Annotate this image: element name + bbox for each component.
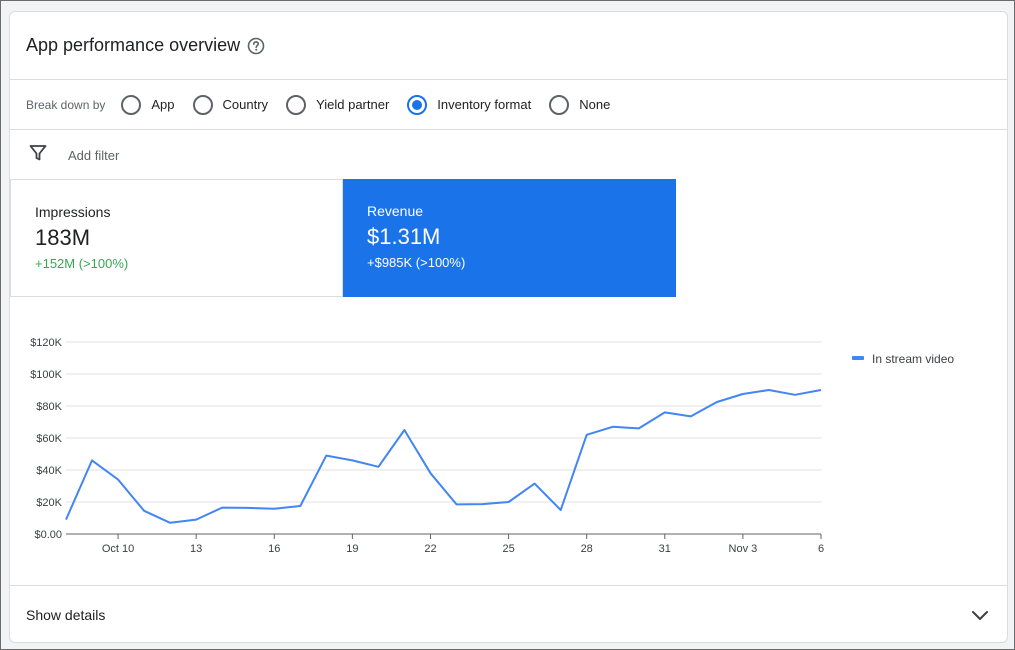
radio-label: App	[151, 97, 175, 112]
radio-country[interactable]: Country	[192, 94, 269, 115]
metric-card-impressions[interactable]: Impressions 183M +152M (>100%)	[10, 179, 343, 297]
radio-none[interactable]: None	[549, 94, 611, 115]
card-header: App performance overview	[10, 12, 1007, 80]
radio-label: Inventory format	[437, 97, 532, 112]
radio-button[interactable]	[121, 94, 142, 115]
revenue-chart: $0.00 $20K $40K $60K $80K $100K $120K Oct 10 13 1…	[10, 322, 1007, 572]
series-line-in-stream-video	[65, 389, 822, 524]
radio-label: None	[579, 97, 611, 112]
chart-svg: $0.00 $20K $40K $60K $80K $100K $120K Oct 10 13 1…	[30, 337, 954, 555]
y-tick-label: $120K	[30, 337, 62, 349]
y-tick-label: $40K	[36, 465, 62, 477]
chevron-down-icon[interactable]	[969, 604, 991, 626]
y-tick-label: $60K	[36, 433, 62, 445]
metric-card-revenue[interactable]: Revenue $1.31M +$985K (>100%)	[343, 179, 676, 297]
help-circle-icon[interactable]	[247, 37, 265, 55]
legend-label: In stream video	[872, 352, 954, 366]
radio-app[interactable]: App	[121, 94, 175, 115]
x-tick-label: 16	[268, 543, 280, 555]
metric-change: +$985K (>100%)	[367, 255, 466, 270]
x-tick-label: 31	[659, 543, 671, 555]
page-title: App performance overview	[26, 35, 241, 55]
radio-label: Country	[222, 97, 269, 112]
radio-button[interactable]	[192, 94, 213, 115]
filter-bar[interactable]: Add filter	[10, 130, 1007, 180]
radio-label: Yield partner	[316, 97, 390, 112]
metric-label: Impressions	[35, 204, 111, 220]
x-tick-label: 6	[818, 543, 824, 555]
x-tick-label: 19	[346, 543, 358, 555]
breakdown-bar: Break down by App Country Yield partner …	[10, 80, 1007, 130]
radio-inventory-format[interactable]: Inventory format	[407, 94, 532, 115]
x-tick-label: 28	[581, 543, 593, 555]
y-tick-label: $80K	[36, 401, 62, 413]
x-tick-label: 22	[424, 543, 436, 555]
x-tick-label: 25	[502, 543, 514, 555]
radio-button[interactable]	[549, 94, 570, 115]
x-tick-label: Oct 10	[102, 543, 134, 555]
metric-value: 183M	[35, 225, 91, 250]
radio-button-checked[interactable]	[407, 94, 428, 115]
filter-icon[interactable]	[28, 143, 48, 168]
metric-value: $1.31M	[367, 224, 441, 249]
performance-card: App performance overview Break down by A…	[9, 11, 1008, 643]
y-tick-label: $100K	[30, 369, 62, 381]
y-tick-label: $20K	[36, 497, 62, 509]
y-tick-label: $0.00	[34, 529, 62, 541]
legend-swatch	[852, 356, 864, 360]
radio-yield-partner[interactable]: Yield partner	[286, 94, 390, 115]
metric-label: Revenue	[367, 203, 424, 219]
show-details-label[interactable]: Show details	[26, 607, 106, 623]
metric-change: +152M (>100%)	[35, 256, 129, 271]
radio-button[interactable]	[286, 94, 307, 115]
x-tick-label: 13	[190, 543, 202, 555]
show-details-row[interactable]: Show details	[10, 585, 1007, 642]
x-tick-label: Nov 3	[729, 543, 758, 555]
add-filter-button[interactable]: Add filter	[68, 147, 120, 163]
breakdown-label: Break down by	[26, 97, 106, 112]
